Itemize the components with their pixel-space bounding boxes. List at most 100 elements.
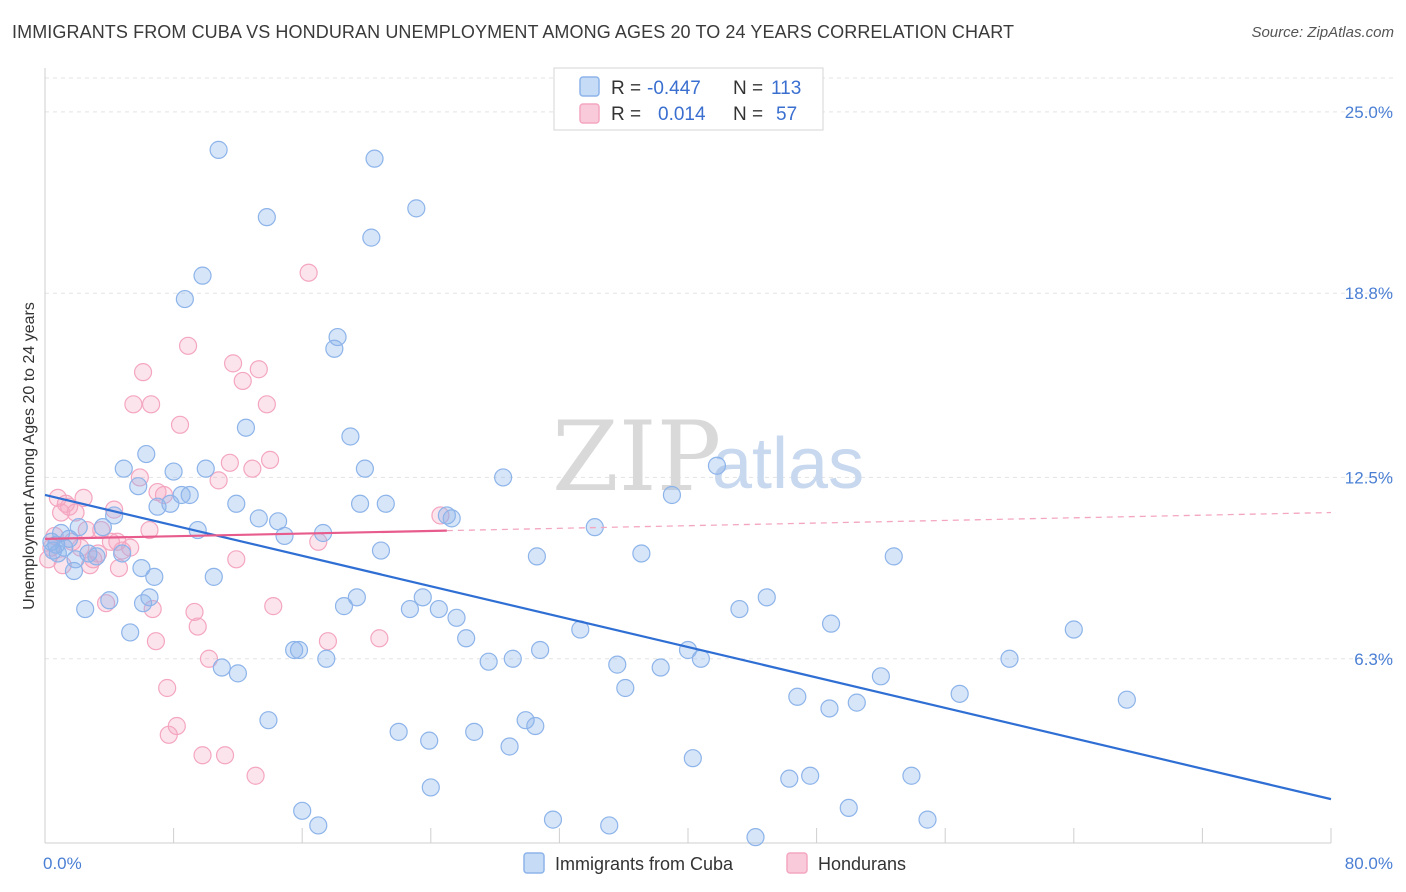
cuba-point (350, 494, 370, 513)
cuba-point (918, 810, 937, 829)
cuba-point (707, 456, 727, 475)
cuba-point (43, 541, 63, 560)
cuba-point (465, 722, 484, 741)
cuba-point (1117, 690, 1136, 709)
bottom-legend: Immigrants from Cuba Hondurans (523, 852, 906, 874)
cuba-point (289, 640, 309, 660)
legend-r-value-hondurans: 0.014 (658, 104, 706, 125)
series-hondurans-points (39, 263, 450, 785)
chart-title: IMMIGRANTS FROM CUBA VS HONDURAN UNEMPLO… (12, 22, 1015, 42)
honduran-point (88, 544, 108, 563)
cuba-point (400, 599, 420, 619)
cuba-point (457, 629, 476, 648)
cuba-point (64, 561, 84, 581)
cuba-point (389, 722, 408, 741)
watermark-atlas: atlas (712, 424, 864, 504)
cuba-point (447, 608, 466, 627)
honduran-point (133, 363, 153, 382)
cuba-point (236, 418, 256, 437)
legend-n-value-cuba: 113 (771, 78, 801, 99)
cuba-point (950, 684, 969, 703)
source-label: Source: ZipAtlas.com (1251, 24, 1394, 41)
legend-swatch-hondurans (579, 103, 600, 124)
honduran-point (249, 360, 268, 379)
cuba-point (365, 149, 384, 168)
cuba-point (132, 558, 151, 578)
legend-n-label-hondurans: N = (733, 104, 763, 125)
grid-lines (45, 77, 1393, 660)
y-axis-label: Unemployment Among Ages 20 to 24 years (21, 302, 38, 610)
cuba-point (820, 699, 839, 718)
cuba-point (616, 678, 635, 698)
legend-swatch-cuba (579, 76, 600, 97)
bottom-legend-swatch-cuba (523, 852, 545, 874)
honduran-point (220, 453, 239, 472)
honduran-point (167, 716, 186, 736)
x-tick-label-max: 80.0% (1345, 854, 1393, 873)
legend-n-value-hondurans: 57 (776, 104, 797, 125)
cuba-point (1064, 620, 1083, 639)
cuba-point (780, 769, 799, 788)
cuba-point (788, 687, 807, 706)
cuba-point (328, 327, 347, 347)
honduran-point (215, 746, 235, 765)
honduran-point (264, 597, 283, 616)
cuba-point (821, 614, 841, 633)
honduran-point (158, 678, 177, 698)
y-tick-label: 12.5% (1345, 468, 1393, 487)
honduran-point (257, 395, 276, 414)
legend-box: R = -0.447 N = 113 R = 0.014 N = 57 (553, 67, 824, 131)
cuba-point (309, 816, 328, 835)
honduran-point (370, 629, 389, 648)
honduran-point (124, 395, 143, 414)
cuba-point (93, 518, 112, 537)
cuba-point (347, 588, 366, 607)
cuba-point (757, 588, 776, 607)
honduran-point (84, 550, 103, 569)
cuba-point (494, 468, 513, 487)
cuba-point (683, 749, 702, 768)
cuba-point (114, 459, 133, 478)
cuba-point (76, 599, 95, 619)
cuba-point (503, 649, 522, 668)
bottom-legend-label-cuba: Immigrants from Cuba (555, 854, 734, 874)
cuba-point (164, 462, 183, 481)
watermark-zip: ZIP (552, 401, 721, 513)
cuba-point (531, 640, 550, 660)
honduran-point (143, 599, 162, 619)
trend-line-cuba (44, 493, 1332, 801)
honduran-point (233, 371, 252, 391)
cuba-point (259, 711, 278, 730)
cuba-point (100, 591, 119, 610)
honduran-point (185, 602, 204, 622)
cuba-point (801, 766, 820, 785)
trend-line-hondurans (44, 529, 447, 540)
cuba-point (651, 658, 670, 677)
cuba-point (317, 649, 336, 668)
honduran-point (199, 649, 219, 668)
honduran-point (318, 632, 338, 651)
cuba-point (293, 801, 312, 820)
cuba-point (884, 547, 903, 566)
honduran-point (193, 746, 212, 765)
honduran-point (140, 520, 159, 540)
cuba-point (437, 506, 456, 525)
cuba-point (87, 547, 106, 566)
cuba-point (140, 588, 159, 607)
cuba-point (113, 544, 132, 563)
honduran-point (146, 632, 166, 651)
honduran-point (246, 766, 265, 785)
series-cuba-points (42, 140, 1136, 847)
cuba-point (212, 658, 231, 677)
cuba-point (325, 339, 344, 358)
cuba-point (257, 208, 276, 227)
honduran-point (299, 263, 318, 282)
y-tick-label: 25.0% (1345, 103, 1393, 122)
cuba-point (526, 716, 545, 736)
cuba-point (479, 652, 498, 671)
honduran-point (66, 503, 85, 522)
cuba-point (632, 544, 651, 563)
cuba-point (527, 547, 546, 566)
honduran-point (223, 354, 243, 373)
